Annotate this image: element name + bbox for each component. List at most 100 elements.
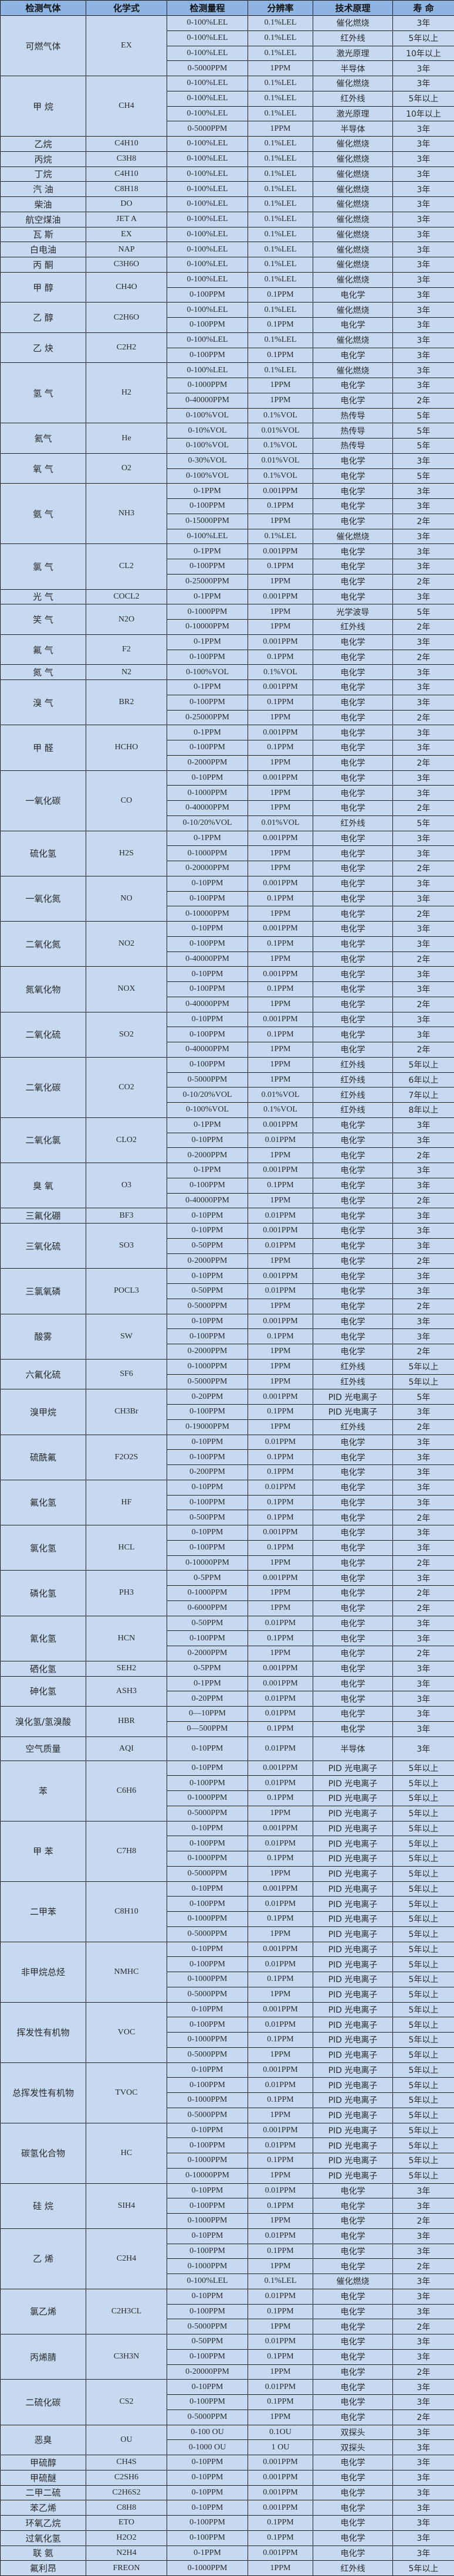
- principle-cell: 电化学: [313, 317, 393, 333]
- life-cell: 3年: [392, 362, 454, 378]
- gas-name-cell: 二甲苯: [0, 1881, 86, 1942]
- range-cell: 0-100PPM: [167, 1836, 248, 1851]
- principle-cell: 电化学: [313, 543, 393, 559]
- resolution-cell: 0.001PPM: [248, 2062, 313, 2078]
- resolution-cell: 0.1OU: [248, 2424, 313, 2441]
- principle-cell: 电化学: [313, 755, 393, 771]
- table-row: 0-5000PPM 1PPM PID 光电离子 5年以上: [1, 2107, 454, 2123]
- life-cell: 3年: [392, 1313, 454, 1330]
- gas-name-cell: 苯: [0, 1760, 86, 1821]
- principle-cell: PID 光电离子: [313, 2107, 393, 2123]
- life-cell: 3年: [392, 453, 454, 469]
- range-cell: 0-1000 OU: [167, 2439, 248, 2455]
- range-cell: 0-100%LEL: [167, 332, 248, 348]
- gas-name-cell: 丙烷: [0, 151, 86, 167]
- formula-cell: FREON: [86, 2560, 167, 2576]
- range-cell: 0—10PPM: [167, 1706, 248, 1722]
- principle-cell: 电化学: [313, 392, 393, 409]
- table-row: 六氟化硫 SF6 0-1000PPM 1PPM 红外线 5年以上: [0, 1358, 454, 1390]
- gas-name-cell: 汽 油: [0, 181, 86, 197]
- principle-cell: 电化学: [313, 1313, 393, 1330]
- table-row: 氮氧化物 NOX 0-10PPM 0.001PPM 电化学 3年: [0, 966, 454, 1012]
- range-cell: 0-100PPM: [167, 1775, 248, 1791]
- resolution-cell: 1PPM: [248, 2319, 313, 2334]
- life-cell: 3年: [392, 1525, 454, 1541]
- table-row: 0-10000PPM 1PPM 电化学 2年: [1, 1555, 454, 1571]
- resolution-cell: 0.001PPM: [248, 875, 313, 892]
- formula-cell: OU: [86, 2424, 167, 2455]
- range-cell: 0-5000PPM: [167, 1374, 248, 1390]
- life-cell: 3年: [392, 2288, 454, 2305]
- principle-cell: 红外线: [313, 1056, 393, 1073]
- table-row: 0-100PPM 0.1PPM 电化学 3年: [1, 740, 454, 756]
- principle-cell: 电化学: [313, 770, 393, 786]
- gas-name-cell: 甲 烷: [0, 76, 86, 137]
- life-cell: 3年: [392, 2455, 454, 2470]
- life-cell: 3年: [392, 1706, 454, 1722]
- range-cell: 0-10PPM: [167, 2062, 248, 2078]
- life-cell: 3年: [392, 1011, 454, 1028]
- life-cell: 3年: [392, 166, 454, 182]
- life-cell: 3年: [392, 347, 454, 363]
- life-cell: 2年: [392, 1585, 454, 1601]
- life-cell: 5年以上: [392, 30, 454, 46]
- principle-cell: 电化学: [313, 725, 393, 740]
- table-row: 砷化氢 ASH3 0-1PPM 0.001PPM 电化学 3年: [0, 1676, 454, 1707]
- range-cell: 0-100PPM: [167, 1540, 248, 1556]
- life-cell: 3年: [392, 2334, 454, 2350]
- range-cell: 0-100PPM: [167, 2077, 248, 2093]
- gas-name-cell: 六氟化硫: [0, 1358, 86, 1390]
- range-cell: 0-50PPM: [167, 2334, 248, 2350]
- resolution-cell: 0.1%LEL: [248, 151, 313, 167]
- table-row: 0-5000PPM 1PPM 电化学 2年: [1, 2409, 454, 2425]
- table-row: 0-100PPM 0.1PPM 电化学 3年: [1, 694, 454, 711]
- range-cell: 0-100PPM: [167, 1404, 248, 1420]
- principle-cell: 电化学: [313, 2515, 393, 2531]
- resolution-cell: 1PPM: [248, 1253, 313, 1269]
- table-row: 0-40000PPM 1PPM 电化学 2年: [1, 800, 454, 816]
- gas-name-cell: 硒化氢: [0, 1660, 86, 1677]
- principle-cell: 催化燃烧: [313, 2273, 393, 2289]
- formula-cell: POCL3: [86, 1268, 167, 1314]
- resolution-cell: 1PPM: [248, 1374, 313, 1390]
- formula-cell: ETO: [86, 2515, 167, 2531]
- table-row: 0-20PPM 0.01PPM 电化学 3年: [1, 1691, 454, 1707]
- principle-cell: 电化学: [313, 875, 393, 892]
- resolution-cell: 0.001PPM: [248, 2545, 313, 2561]
- principle-cell: 电化学: [313, 1177, 393, 1194]
- principle-cell: 电化学: [313, 951, 393, 967]
- principle-cell: PID 光电离子: [313, 1972, 393, 1987]
- life-cell: 5年: [392, 815, 454, 831]
- life-cell: 3年: [392, 559, 454, 575]
- resolution-cell: 0.01PPM: [248, 2334, 313, 2350]
- gas-name-cell: 氟 气: [0, 634, 86, 665]
- formula-cell: NAP: [86, 242, 167, 257]
- table-row: 苯乙烯 C8H8 0-10PPM 0.001PPM 电化学 3年: [0, 2500, 454, 2516]
- range-cell: 0-5000PPM: [167, 1986, 248, 2003]
- formula-cell: C8H18: [86, 181, 167, 197]
- header-formula: 化学式: [86, 0, 167, 16]
- table-row: 氟化氢 HF 0-10PPM 0.01PPM 电化学 3年: [0, 1479, 454, 1526]
- formula-cell: SO2: [86, 1011, 167, 1058]
- table-row: 甲硫醇 CH4S 0-10PPM 0.001PPM 电化学 3年: [0, 2455, 454, 2470]
- principle-cell: 半导体: [313, 60, 393, 76]
- resolution-cell: 0.1PPM: [248, 981, 313, 997]
- life-cell: 3年: [392, 242, 454, 257]
- formula-cell: O2: [86, 453, 167, 484]
- gas-name-cell: 硫化氢: [0, 830, 86, 876]
- table-row: 0-5000PPM 1PPM PID 光电离子 5年以上: [1, 1865, 454, 1882]
- gas-name-cell: 一氧化氮: [0, 875, 86, 922]
- life-cell: 5年以上: [392, 1881, 454, 1897]
- life-cell: 3年: [392, 211, 454, 227]
- table-row: 0-100PPM 0.1PPM 电化学 3年: [1, 287, 454, 303]
- resolution-cell: 0.1PPM: [248, 1721, 313, 1737]
- principle-cell: 电化学: [313, 1676, 393, 1692]
- life-cell: 5年以上: [392, 2062, 454, 2078]
- table-row: 0-100PPM 0.01PPM PID 光电离子 5年以上: [1, 2077, 454, 2093]
- formula-cell: HF: [86, 1479, 167, 1526]
- range-cell: 0-100 OU: [167, 2424, 248, 2441]
- table-row: 0-1000PPM 0.1PPM PID 光电离子 5年以上: [1, 2092, 454, 2108]
- table-row: 甲 烷 CH4 0-100%LEL 0.1%LEL 催化燃烧 3年: [0, 76, 454, 137]
- formula-cell: C4H10: [86, 166, 167, 182]
